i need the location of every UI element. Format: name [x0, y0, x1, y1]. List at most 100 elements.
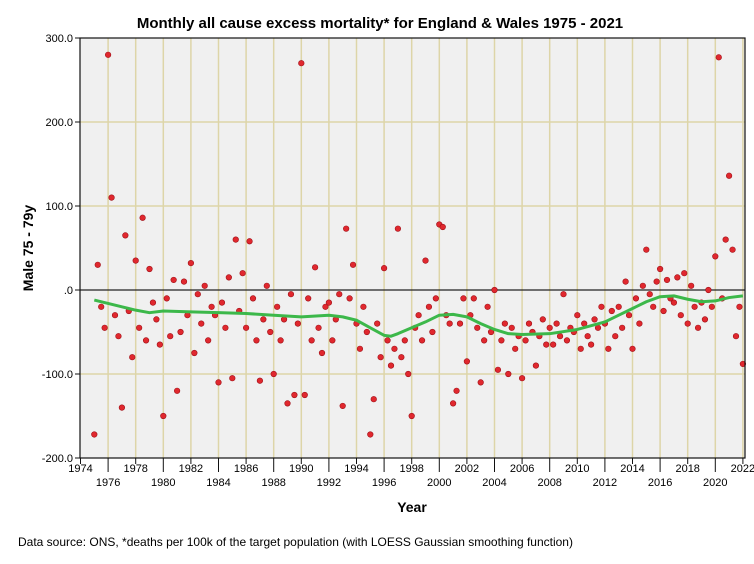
data-point: [129, 354, 136, 361]
data-point: [518, 375, 526, 382]
data-point: [315, 324, 322, 331]
data-point: [104, 51, 112, 58]
data-point: [560, 291, 567, 298]
x-tick-label: 1978: [123, 463, 147, 475]
data-point: [139, 214, 146, 221]
data-point: [174, 387, 181, 394]
data-point: [553, 320, 560, 327]
data-point: [91, 431, 98, 438]
data-point: [712, 253, 719, 260]
data-point: [294, 320, 301, 327]
data-point: [577, 345, 584, 352]
data-point: [632, 295, 640, 302]
data-point: [656, 265, 664, 273]
data-point: [432, 295, 439, 302]
data-point: [194, 291, 201, 298]
data-point: [267, 328, 274, 336]
data-point: [639, 282, 646, 289]
data-point: [256, 377, 264, 384]
data-point: [708, 303, 715, 310]
data-point: [291, 391, 298, 399]
data-point: [674, 274, 681, 281]
data-point: [249, 295, 257, 302]
data-point: [418, 337, 426, 344]
y-tick-label: 300.0: [45, 33, 73, 45]
data-point: [694, 324, 702, 331]
data-point: [629, 345, 636, 352]
data-point: [456, 320, 464, 327]
data-point: [650, 303, 657, 310]
data-point: [274, 303, 281, 310]
data-point: [163, 295, 170, 302]
data-point: [556, 333, 564, 340]
data-point: [525, 320, 533, 327]
data-point: [370, 396, 377, 403]
grid-lines: [80, 38, 745, 458]
data-point: [205, 337, 212, 344]
data-point: [663, 276, 671, 284]
data-point: [501, 320, 508, 327]
data-point: [260, 316, 267, 323]
x-tick-label: 1996: [372, 477, 396, 489]
data-point: [681, 270, 688, 277]
x-tick-label: 1976: [96, 477, 120, 489]
data-point: [422, 257, 429, 264]
data-point: [725, 172, 733, 179]
data-point: [191, 349, 198, 357]
x-tick-label: 1990: [289, 463, 313, 475]
data-point: [360, 303, 367, 310]
data-point: [263, 282, 270, 289]
data-point: [584, 333, 591, 340]
data-point: [532, 362, 540, 369]
x-tick-label: 1982: [179, 463, 203, 475]
data-point: [732, 333, 740, 340]
data-point: [111, 312, 119, 319]
x-tick-label: 1992: [317, 477, 341, 489]
data-point: [550, 341, 557, 348]
data-point: [522, 337, 529, 344]
data-point: [398, 354, 405, 361]
data-point: [391, 345, 398, 352]
data-point: [101, 324, 108, 331]
data-point: [729, 246, 736, 253]
data-point: [384, 337, 391, 344]
x-tick-label: 2012: [593, 477, 617, 489]
data-point: [115, 333, 122, 340]
data-point: [394, 225, 402, 232]
data-point: [508, 324, 515, 331]
data-point: [619, 324, 626, 331]
x-axis-ticks: 1974197619781980198219841986198819901992…: [68, 458, 754, 489]
x-tick-label: 2006: [510, 463, 534, 475]
data-point: [346, 295, 353, 302]
data-point: [312, 264, 319, 271]
data-point: [653, 278, 660, 285]
data-point: [270, 370, 277, 378]
y-tick-label: 100.0: [45, 201, 73, 213]
data-point: [446, 320, 453, 327]
data-point: [605, 345, 612, 352]
data-point: [198, 320, 205, 327]
data-point: [301, 391, 308, 399]
data-point: [118, 404, 125, 411]
data-point: [222, 324, 229, 331]
data-point: [253, 337, 260, 344]
x-tick-label: 2004: [482, 477, 506, 489]
footnote: Data source: ONS, *deaths per 100k of th…: [18, 535, 573, 549]
x-tick-label: 2008: [537, 477, 561, 489]
data-point: [229, 375, 236, 382]
plot-frame: [79, 37, 746, 459]
data-point: [615, 303, 622, 310]
x-tick-label: 1998: [399, 463, 423, 475]
data-point: [425, 303, 433, 310]
x-tick-label: 1994: [344, 463, 368, 475]
data-point: [170, 276, 177, 284]
data-point: [701, 316, 709, 323]
data-point: [122, 232, 129, 239]
data-point: [677, 312, 684, 319]
data-point: [470, 295, 477, 302]
data-point: [339, 402, 346, 410]
x-tick-label: 2022: [731, 463, 754, 475]
x-tick-label: 1986: [234, 463, 258, 475]
data-point: [349, 261, 357, 268]
